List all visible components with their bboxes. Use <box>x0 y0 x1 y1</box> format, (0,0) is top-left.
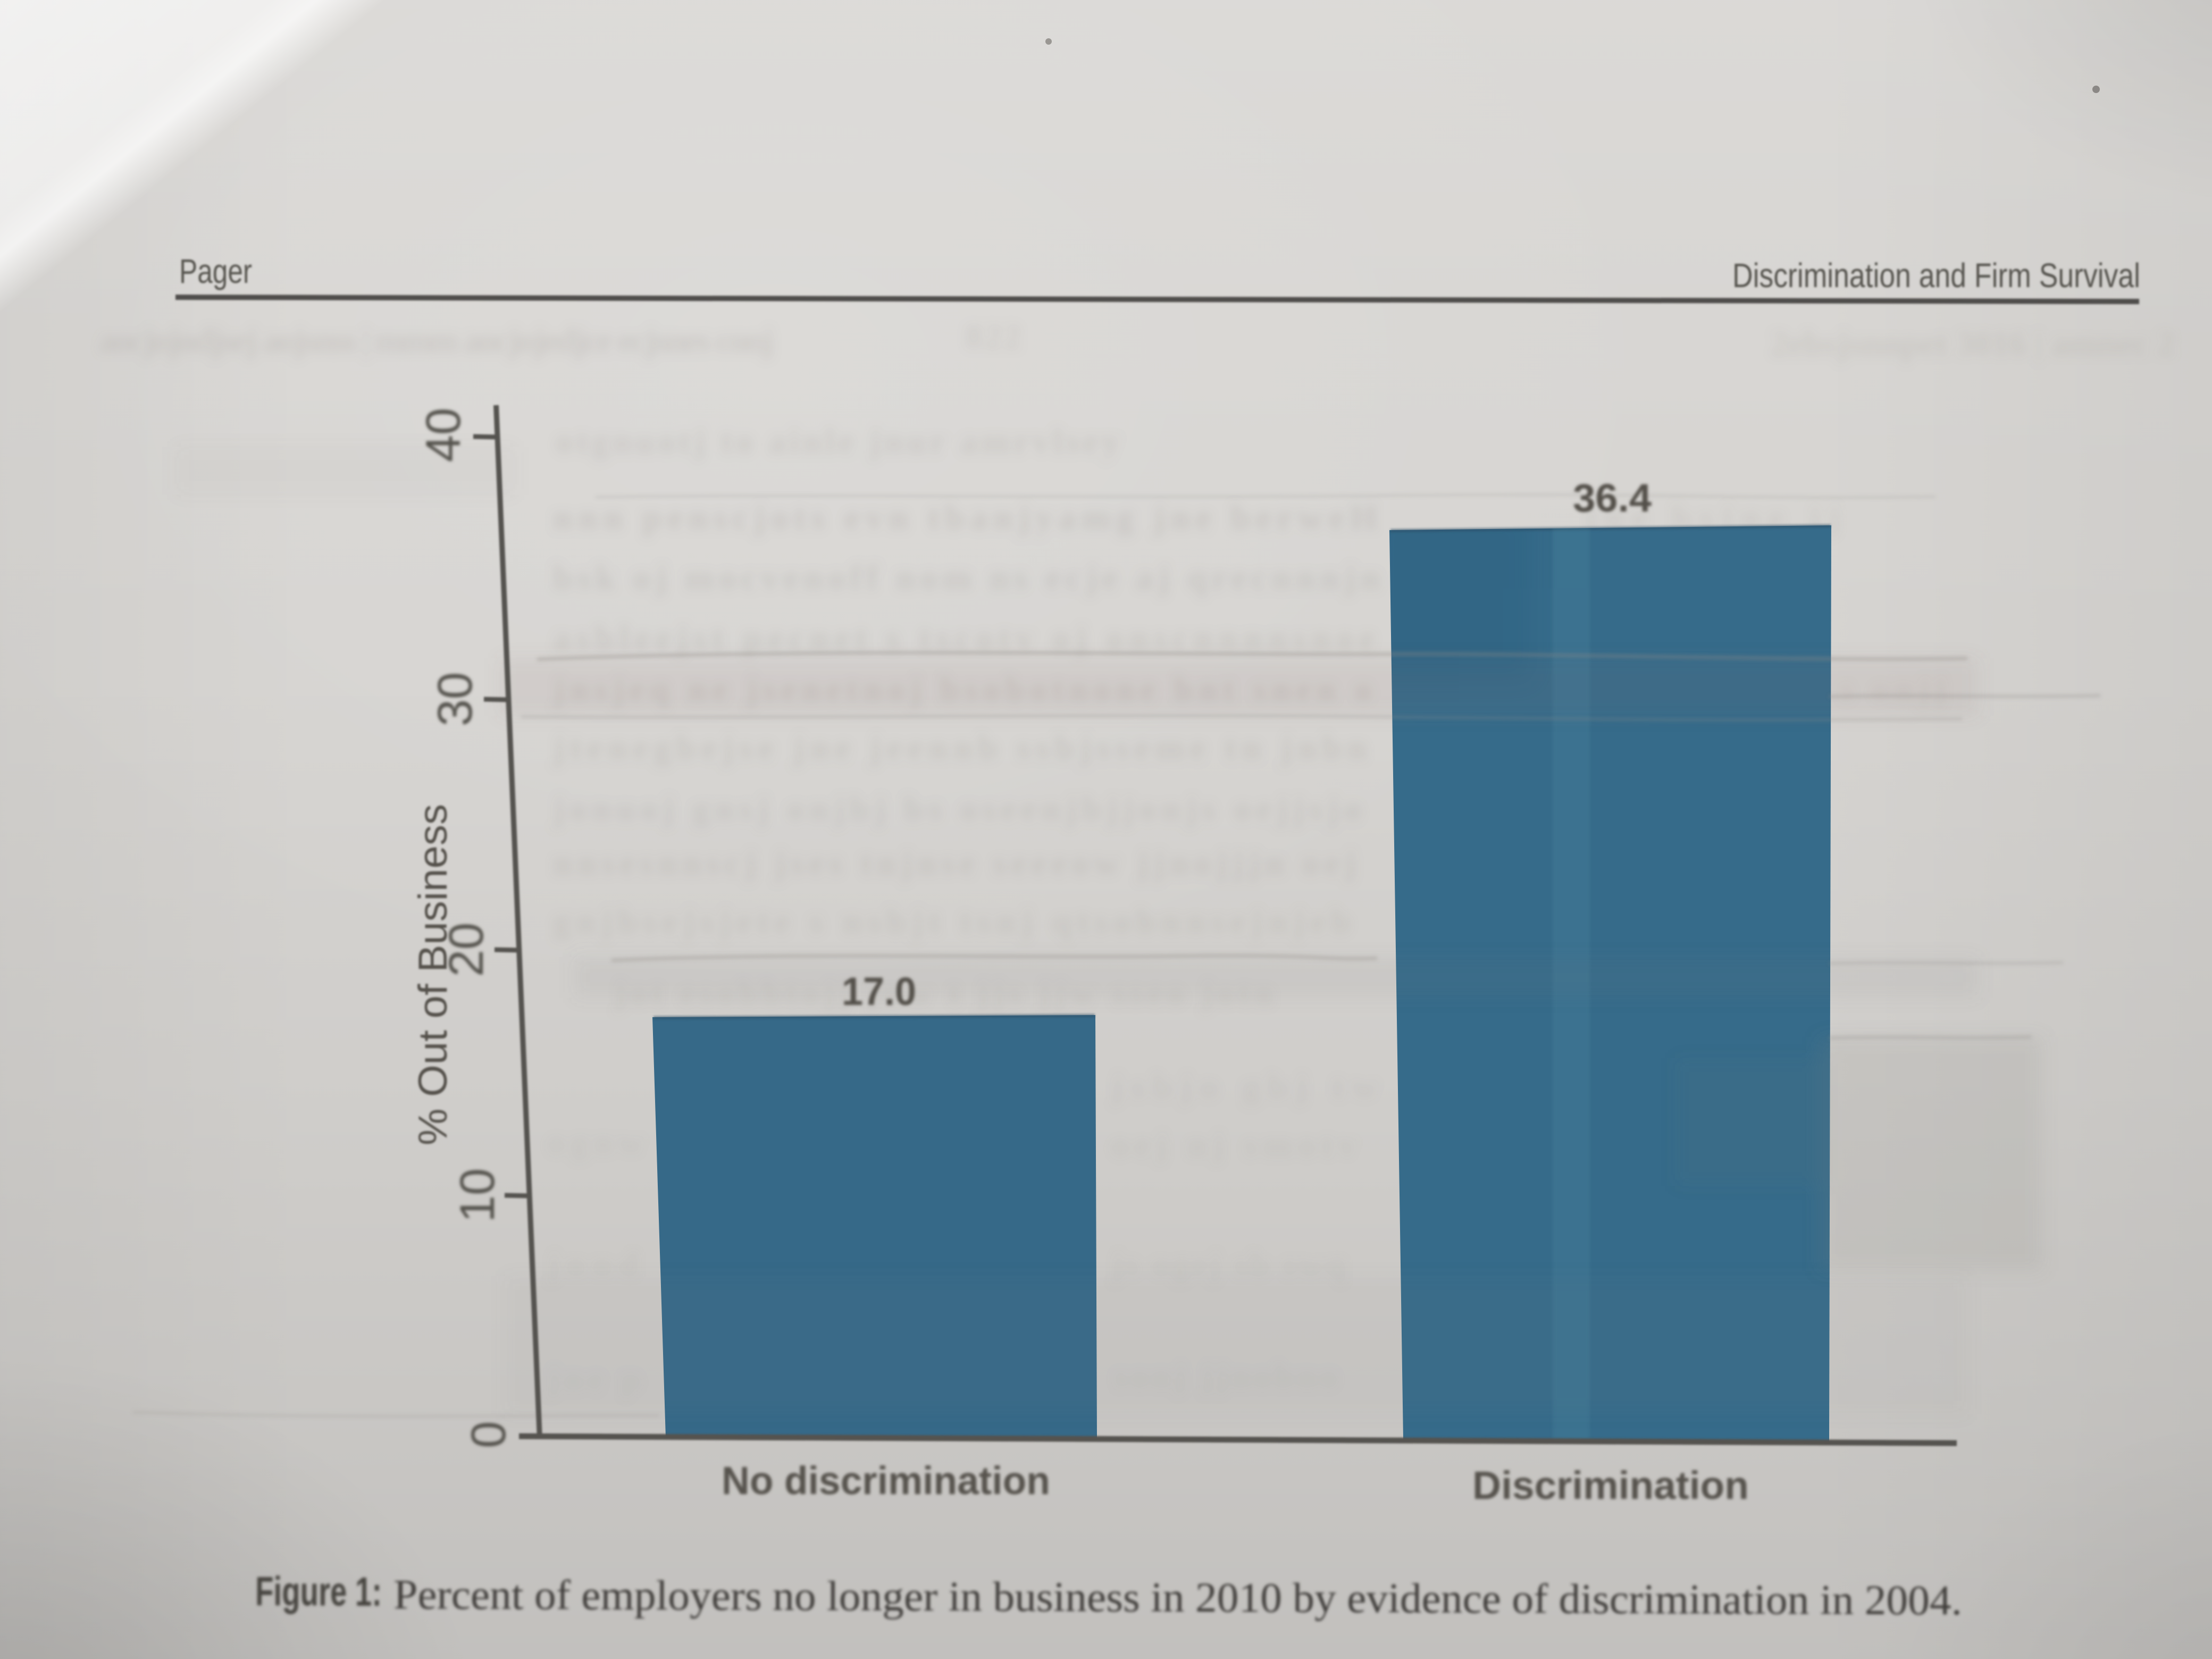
svg-text:Figure 1:: Figure 1: <box>255 1569 382 1615</box>
svg-text:0: 0 <box>462 1421 516 1448</box>
svg-text:10: 10 <box>450 1168 505 1222</box>
svg-text:nnn penscjots evn tbanjyamg jn: nnn penscjots evn tbanjyamg jne berweH <box>553 498 1377 537</box>
svg-text:% Out of Business: % Out of Business <box>410 804 456 1145</box>
svg-text:jtenegbejse jne jeennb ssbjsse: jtenegbejse jne jeennb ssbjsseme tn jnbn <box>552 728 1367 767</box>
svg-text:40: 40 <box>416 408 471 462</box>
svg-text:17.0: 17.0 <box>842 969 916 1013</box>
svg-text:aocjojodjsej aojsnss | mmm aoc: aocjojodjsej aojsnss | mmm aocjojedjce e… <box>98 321 774 360</box>
svg-text:Pager: Pager <box>179 252 252 290</box>
svg-text:Discrimination and Firm Surviv: Discrimination and Firm Survival <box>1732 256 2140 295</box>
svg-text:2ebsjsnnpet 3016 | amnec 2: 2ebsjsnnpet 3016 | amnec 2 <box>1771 324 2175 363</box>
svg-text:30: 30 <box>428 672 482 726</box>
svg-text:jsbjo gbj tw: jsbjo gbj tw <box>1111 1067 1377 1106</box>
svg-text:ognw: ognw <box>548 1123 643 1162</box>
svg-text:20: 20 <box>439 923 493 977</box>
svg-text:36.4: 36.4 <box>1573 476 1652 520</box>
svg-text:jonuoj gnsj onjbj bs oseenjbjj: jonuoj gnsj onjbj bs oseenjbjjonjs oejjs… <box>552 790 1361 828</box>
svg-text:bsk oj mocvenoff nom ns ecje a: bsk oj mocvenoff nom ns ecje aj qrecnnnj… <box>553 558 1380 597</box>
svg-text:otgnuotj to ainle jnur amrvlse: otgnuotj to ainle jnur amrvlsey <box>556 422 1119 461</box>
svg-text:nnsesnnscj jses tnjnse seeeow: nnsesnnscj jses tnjnse seeeow jjnojjjn o… <box>553 844 1356 883</box>
svg-text:Percent of employers no longer: Percent of employers no longer in busine… <box>393 1572 1962 1624</box>
svg-text:822: 822 <box>965 317 1021 356</box>
svg-text:gnjbsejsjete s nsbjt tsnj qtso: gnjbsejsjete s nsbjt tsnj qtsobnnsejnjeb <box>553 902 1351 941</box>
svg-text:oej nj smotv: oej nj smotv <box>1111 1126 1356 1164</box>
svg-text:Discrimination: Discrimination <box>1472 1463 1749 1507</box>
svg-text:No discrimination: No discrimination <box>722 1459 1050 1503</box>
